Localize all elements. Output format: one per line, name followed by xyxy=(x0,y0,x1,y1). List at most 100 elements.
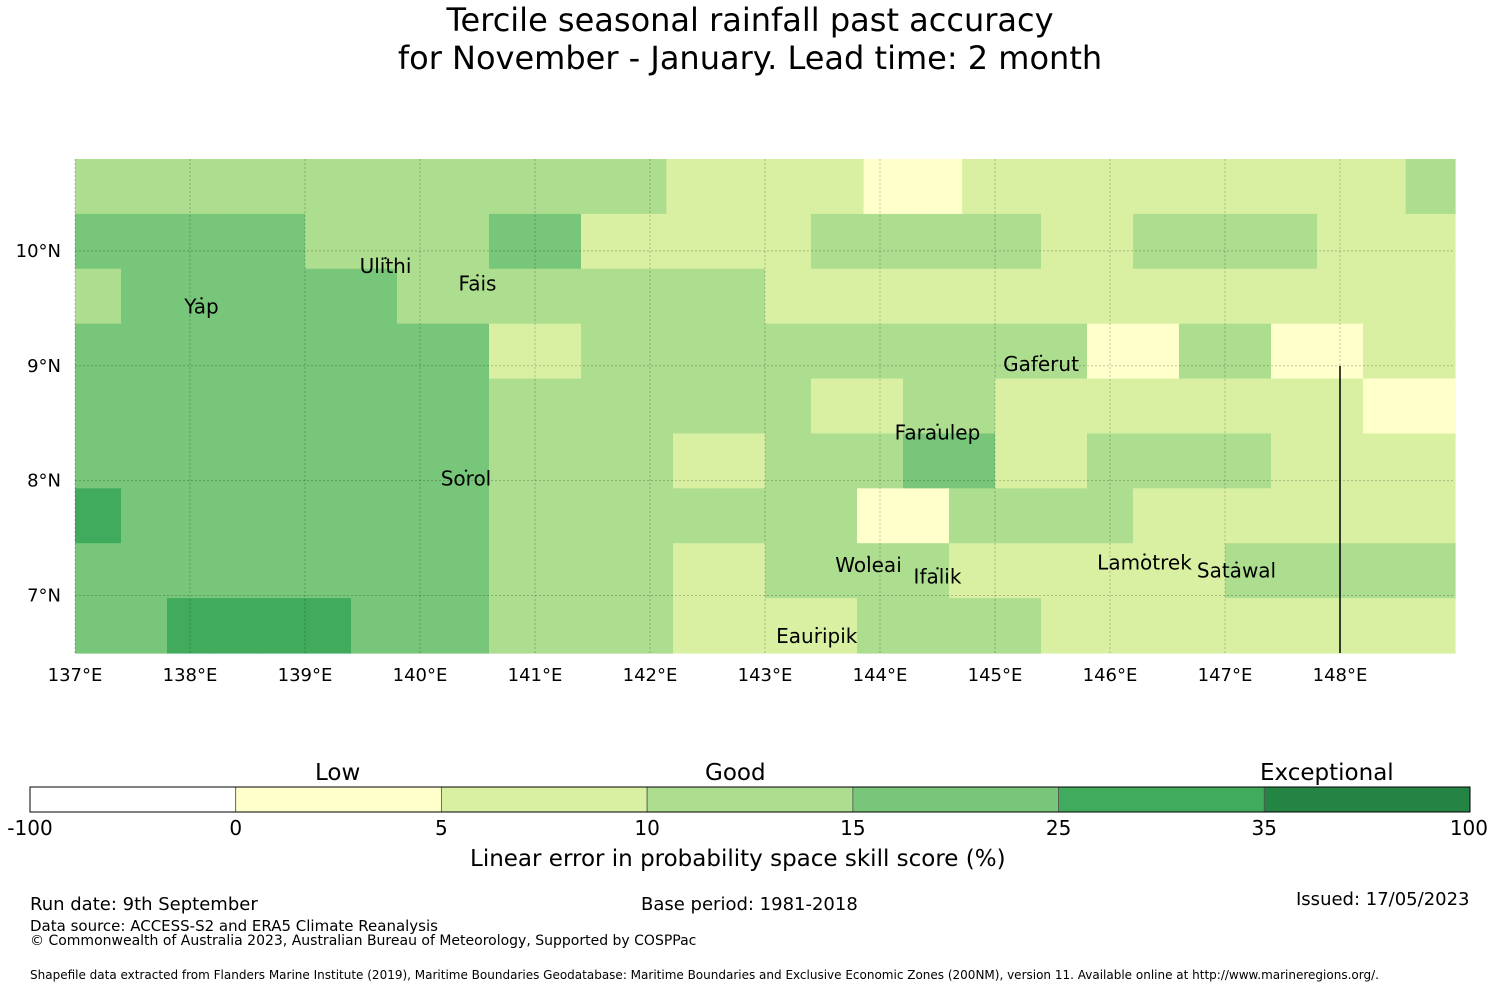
skill-cell xyxy=(1087,488,1134,544)
island-marker xyxy=(464,469,468,472)
skill-cell xyxy=(1060,159,1111,215)
skill-cell xyxy=(903,488,950,544)
x-tick-label: 141°E xyxy=(508,665,563,686)
skill-cell xyxy=(1087,213,1134,270)
skill-cell xyxy=(305,543,352,599)
skill-cell xyxy=(581,378,628,435)
skill-cell xyxy=(167,598,214,654)
skill-cell xyxy=(75,268,122,325)
skill-cell xyxy=(1356,159,1407,215)
skill-cell xyxy=(949,268,996,325)
skill-cell xyxy=(213,213,260,270)
x-tick-label: 143°E xyxy=(738,665,793,686)
island-marker xyxy=(815,626,818,630)
skill-cell xyxy=(765,433,812,489)
skill-cell xyxy=(1363,323,1410,380)
skill-cell xyxy=(1179,378,1226,435)
place-label: Lamotrek xyxy=(1097,551,1192,575)
skill-cell xyxy=(1363,268,1410,325)
place-label: Faraulep xyxy=(895,421,981,445)
skill-cell xyxy=(903,323,950,380)
skill-cell xyxy=(259,268,306,325)
skill-cell xyxy=(535,323,582,380)
skill-cell xyxy=(627,213,674,270)
skill-cell xyxy=(666,159,717,215)
place-label: Ulithi xyxy=(360,254,412,278)
skill-cell xyxy=(213,268,260,325)
skill-cell xyxy=(949,543,996,599)
skill-cell xyxy=(351,598,398,654)
skill-cell xyxy=(167,268,214,325)
skill-cell xyxy=(489,488,536,544)
skill-cell xyxy=(627,323,674,380)
skill-cell xyxy=(949,488,996,544)
skill-cell xyxy=(443,488,490,544)
skill-cell xyxy=(75,598,122,654)
skill-cell xyxy=(351,488,398,544)
colorbar-label: Linear error in probability space skill … xyxy=(470,846,1006,872)
skill-cell xyxy=(213,323,260,380)
skill-cell xyxy=(581,323,628,380)
skill-cell xyxy=(167,378,214,435)
skill-cell xyxy=(1179,268,1226,325)
place-label: Fais xyxy=(459,271,497,295)
skill-cell xyxy=(1363,213,1410,270)
chart-title-line-2: for November - January. Lead time: 2 mon… xyxy=(397,39,1103,77)
skill-cell xyxy=(863,159,914,215)
skill-cell xyxy=(213,433,260,489)
place-label: Eauripik xyxy=(776,624,858,648)
skill-cell xyxy=(443,268,490,325)
skill-cell xyxy=(1271,598,1318,654)
skill-cell xyxy=(1409,378,1456,435)
skill-cell xyxy=(489,213,536,270)
colorbar-segment xyxy=(29,786,237,813)
skill-cell xyxy=(121,543,168,599)
skill-cell xyxy=(719,488,766,544)
skill-cell xyxy=(719,268,766,325)
skill-cell xyxy=(443,598,490,654)
skill-cell xyxy=(765,543,812,599)
x-tick-label: 147°E xyxy=(1198,665,1253,686)
skill-cell xyxy=(443,323,490,380)
skill-cell xyxy=(1087,378,1134,435)
skill-cell xyxy=(75,488,122,544)
skill-cell xyxy=(213,598,260,654)
skill-cell xyxy=(811,598,858,654)
skill-cell xyxy=(995,268,1042,325)
skill-cell xyxy=(1225,433,1272,489)
skill-cell xyxy=(1179,598,1226,654)
y-tick-label: 8°N xyxy=(27,471,61,492)
colorbar-segment xyxy=(441,786,648,813)
skill-cell xyxy=(1041,323,1088,380)
skill-cell xyxy=(995,213,1042,270)
skill-cell xyxy=(1409,488,1456,544)
skill-cell xyxy=(1087,598,1134,654)
skill-cell xyxy=(259,378,306,435)
island-marker xyxy=(936,567,939,570)
skill-cell xyxy=(443,213,490,270)
legend-category-low: Low xyxy=(315,760,361,786)
skill-cell xyxy=(121,488,168,544)
skill-cell xyxy=(397,213,444,270)
skill-cell xyxy=(995,433,1042,489)
skill-cell xyxy=(1271,213,1318,270)
skill-cell xyxy=(489,323,536,380)
skill-cell xyxy=(305,268,352,325)
island-marker xyxy=(1143,553,1146,556)
colorbar-frame xyxy=(29,786,1471,813)
skill-cell xyxy=(259,213,306,270)
skill-cell xyxy=(1317,268,1364,325)
colorbar-segment xyxy=(646,786,854,813)
skill-cell xyxy=(351,543,398,599)
skill-cell xyxy=(949,433,996,489)
skill-cell xyxy=(351,378,398,435)
skill-cell xyxy=(305,323,352,380)
skill-cell xyxy=(75,433,122,489)
skill-cell xyxy=(857,268,904,325)
colorbar-tick-label: -100 xyxy=(7,816,52,840)
skill-cell xyxy=(811,213,858,270)
skill-cell xyxy=(1409,598,1456,654)
skill-cell xyxy=(1225,378,1272,435)
skill-cell xyxy=(814,159,865,215)
skill-cell xyxy=(1087,268,1134,325)
